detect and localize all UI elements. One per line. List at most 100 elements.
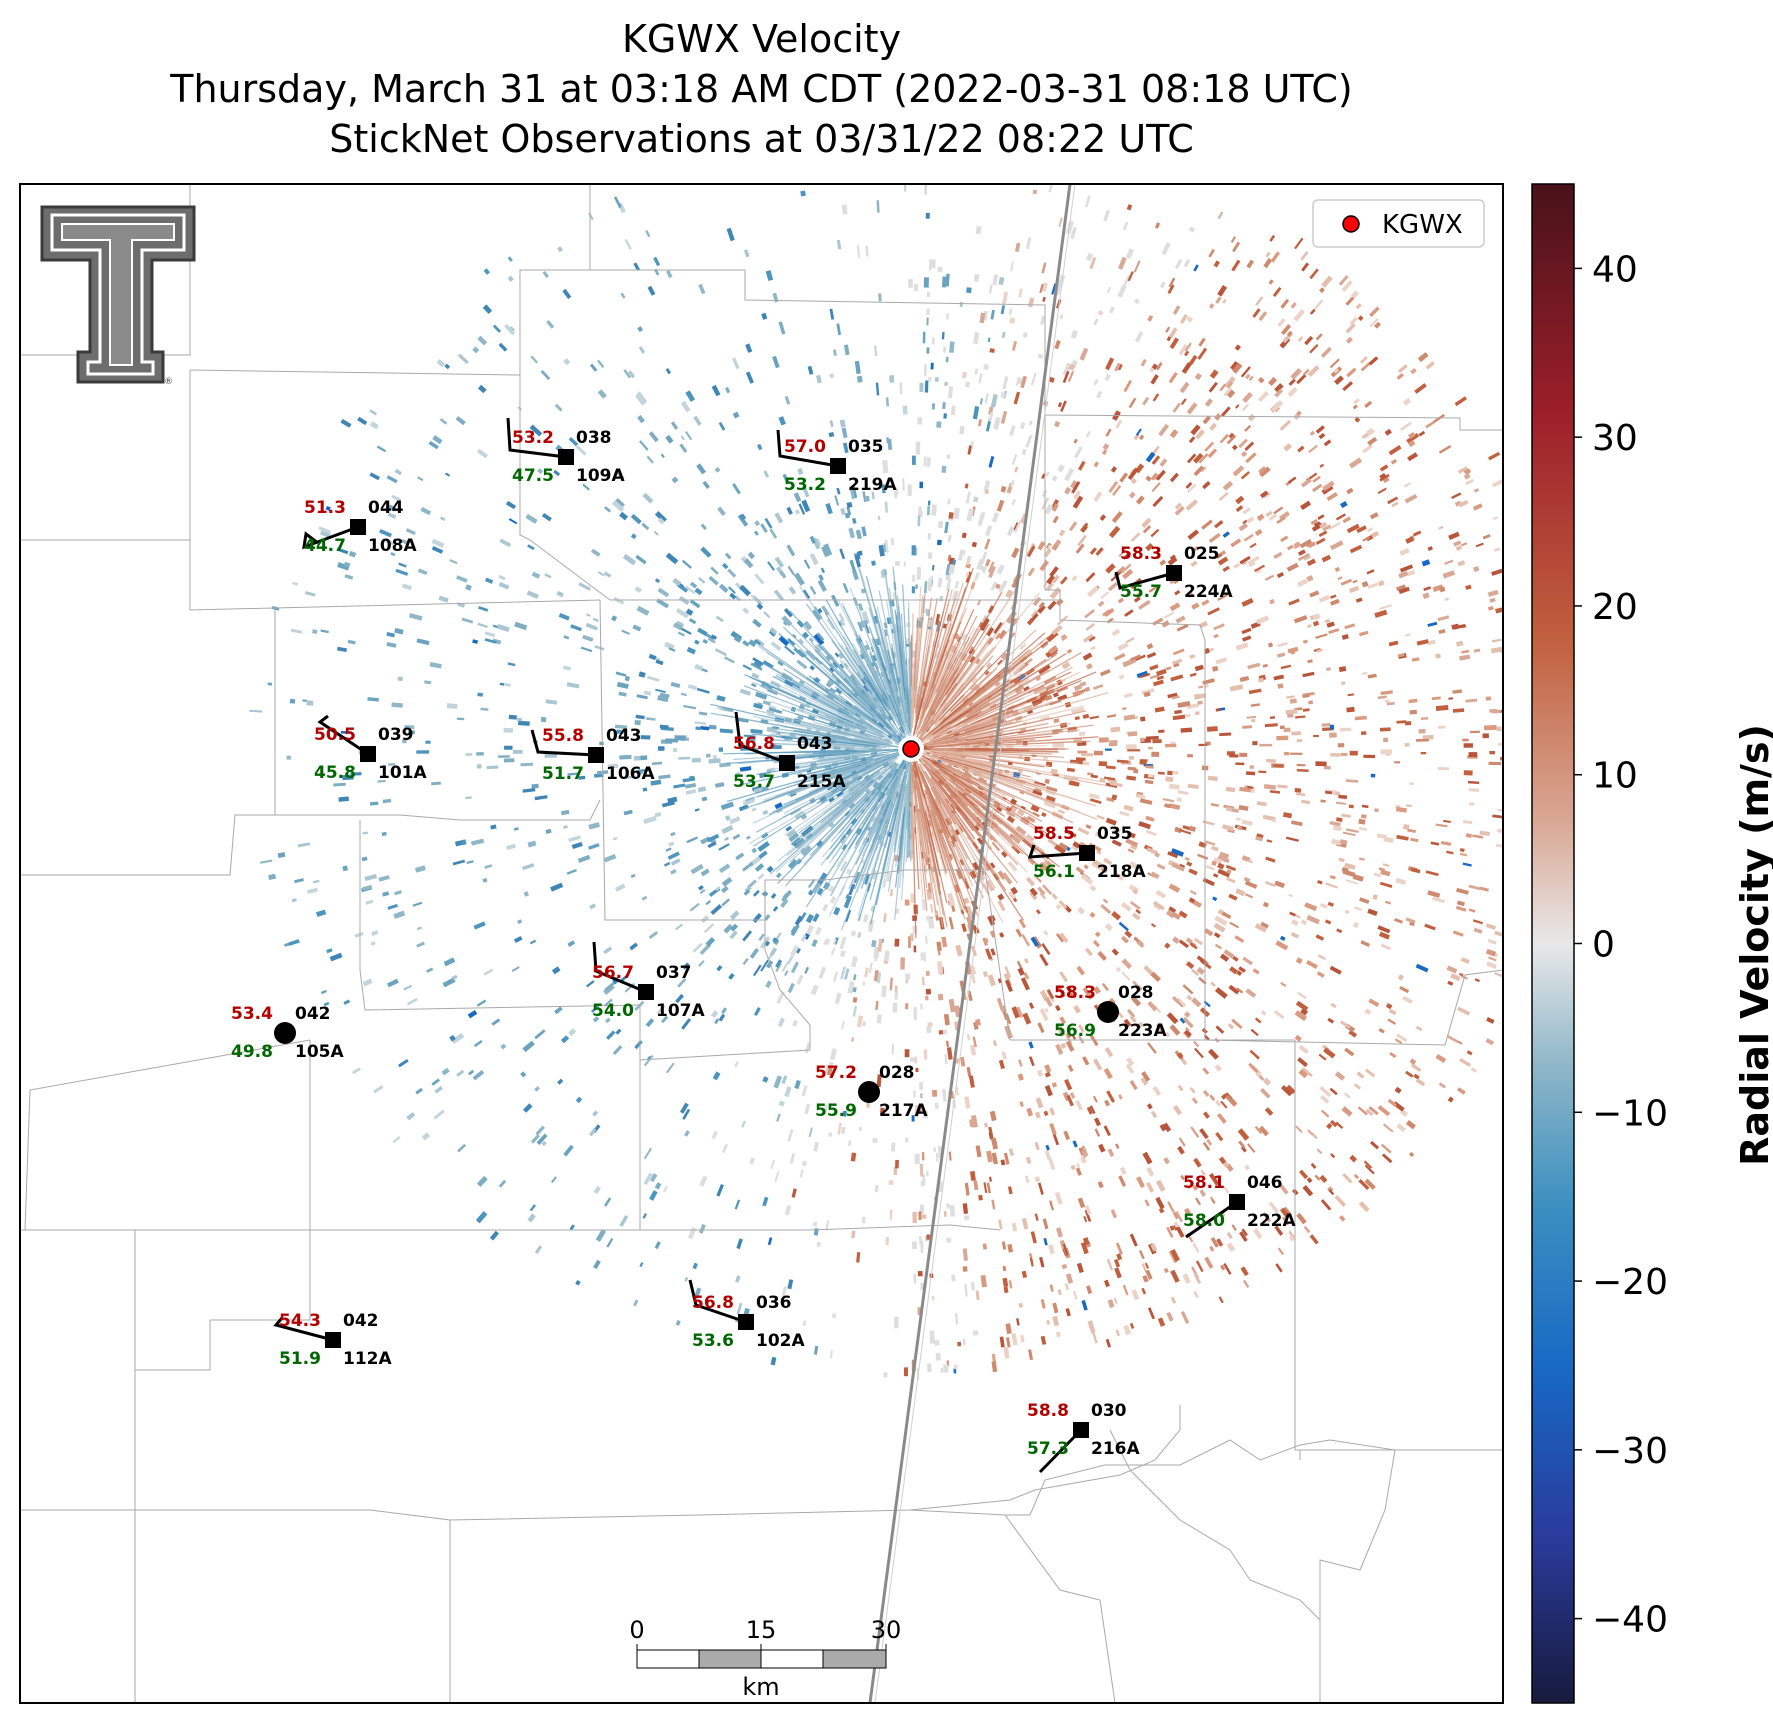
velocity-gate xyxy=(1268,376,1278,387)
velocity-gate xyxy=(484,631,496,638)
velocity-gate xyxy=(1106,1090,1116,1103)
velocity-gate xyxy=(1422,592,1430,599)
velocity-gate xyxy=(1288,1230,1295,1239)
velocity-gate xyxy=(1473,565,1480,572)
velocity-gate xyxy=(711,384,721,397)
velocity-gate xyxy=(1424,923,1436,931)
velocity-gate xyxy=(1115,1242,1124,1255)
velocity-gate xyxy=(1368,356,1379,366)
velocity-gate xyxy=(1118,256,1127,270)
velocity-gate xyxy=(1368,998,1380,1008)
station-wind-direction: 039 xyxy=(378,725,414,745)
velocity-gate xyxy=(922,331,926,344)
velocity-gate xyxy=(1191,968,1200,977)
velocity-gate xyxy=(1176,1052,1184,1059)
velocity-gate xyxy=(1104,748,1112,751)
velocity-gate xyxy=(747,551,756,560)
station-temperature: 57.0 xyxy=(784,437,826,457)
velocity-gate xyxy=(1485,1038,1495,1046)
velocity-gate xyxy=(1485,696,1492,701)
velocity-gate xyxy=(796,619,805,628)
velocity-gate xyxy=(1102,152,1109,164)
velocity-gate xyxy=(809,585,817,595)
velocity-gate xyxy=(615,471,625,480)
velocity-gate xyxy=(643,690,652,696)
velocity-gate xyxy=(1313,299,1324,310)
velocity-gate xyxy=(941,465,947,473)
velocity-gate xyxy=(1276,571,1285,579)
velocity-gate xyxy=(1287,386,1298,398)
velocity-gate xyxy=(1032,596,1042,607)
velocity-gate xyxy=(839,860,848,872)
velocity-gate xyxy=(987,561,995,573)
velocity-gate xyxy=(1328,521,1341,531)
velocity-gate xyxy=(931,403,936,410)
velocity-gate xyxy=(1343,1092,1351,1099)
velocity-gate xyxy=(1136,1176,1145,1189)
velocity-gate xyxy=(927,917,934,929)
velocity-gate xyxy=(1286,695,1295,699)
station-marker-icon xyxy=(350,519,366,535)
velocity-gate xyxy=(1106,797,1115,803)
velocity-gate xyxy=(911,154,914,161)
velocity-gate xyxy=(950,405,956,416)
velocity-gate xyxy=(1360,814,1367,819)
velocity-gate xyxy=(1018,1059,1023,1067)
velocity-gate xyxy=(1104,1099,1111,1107)
velocity-gate xyxy=(764,940,771,947)
velocity-gate xyxy=(433,1109,445,1120)
velocity-gate xyxy=(1321,723,1331,727)
velocity-gate xyxy=(1502,622,1503,628)
velocity-gate xyxy=(1150,374,1159,385)
velocity-gate xyxy=(946,313,949,320)
velocity-gate xyxy=(1340,578,1353,586)
velocity-gate xyxy=(700,868,710,877)
station-marker-icon xyxy=(1166,565,1182,581)
velocity-gate xyxy=(1320,346,1332,358)
velocity-gate xyxy=(1512,624,1517,629)
velocity-gate xyxy=(592,617,599,622)
velocity-gate xyxy=(931,1089,938,1097)
velocity-gate xyxy=(558,613,570,621)
velocity-gate xyxy=(916,567,921,580)
velocity-gate xyxy=(971,861,980,872)
velocity-gate xyxy=(1302,1185,1314,1197)
velocity-gate xyxy=(726,227,735,242)
velocity-gate xyxy=(781,1075,788,1084)
velocity-gate xyxy=(1463,770,1473,776)
velocity-gate xyxy=(1345,779,1359,783)
velocity-gate xyxy=(934,1340,940,1346)
velocity-gate xyxy=(1417,352,1429,363)
velocity-gate xyxy=(302,699,307,702)
calm-wind-circle-icon xyxy=(1097,1001,1119,1023)
velocity-gate xyxy=(1225,864,1237,872)
velocity-gate xyxy=(1115,1329,1120,1337)
velocity-gate xyxy=(1111,911,1121,921)
velocity-gate xyxy=(920,952,924,961)
velocity-gate xyxy=(536,1133,548,1146)
velocity-gate xyxy=(444,472,451,477)
velocity-gate xyxy=(682,962,690,970)
velocity-gate xyxy=(1517,824,1527,829)
velocity-gate xyxy=(1194,711,1200,716)
velocity-gate xyxy=(434,1085,443,1094)
velocity-gate xyxy=(649,1173,658,1183)
velocity-gate xyxy=(720,885,729,894)
velocity-gate xyxy=(1094,1128,1101,1137)
velocity-gate xyxy=(1167,770,1173,776)
velocity-gate xyxy=(976,163,980,170)
velocity-gate xyxy=(688,618,697,625)
velocity-gate xyxy=(482,877,488,883)
velocity-gate xyxy=(1247,555,1260,565)
velocity-gate xyxy=(1192,1242,1200,1253)
velocity-gate xyxy=(509,326,516,333)
velocity-gate xyxy=(1103,1125,1111,1137)
velocity-gate xyxy=(790,961,800,974)
velocity-gate xyxy=(884,501,889,513)
velocity-gate xyxy=(998,1219,1003,1230)
station-id: 218A xyxy=(1097,862,1146,882)
velocity-gate xyxy=(1315,761,1327,767)
velocity-gate xyxy=(1191,997,1202,1008)
velocity-gate xyxy=(737,514,749,527)
velocity-gate xyxy=(1329,724,1335,730)
